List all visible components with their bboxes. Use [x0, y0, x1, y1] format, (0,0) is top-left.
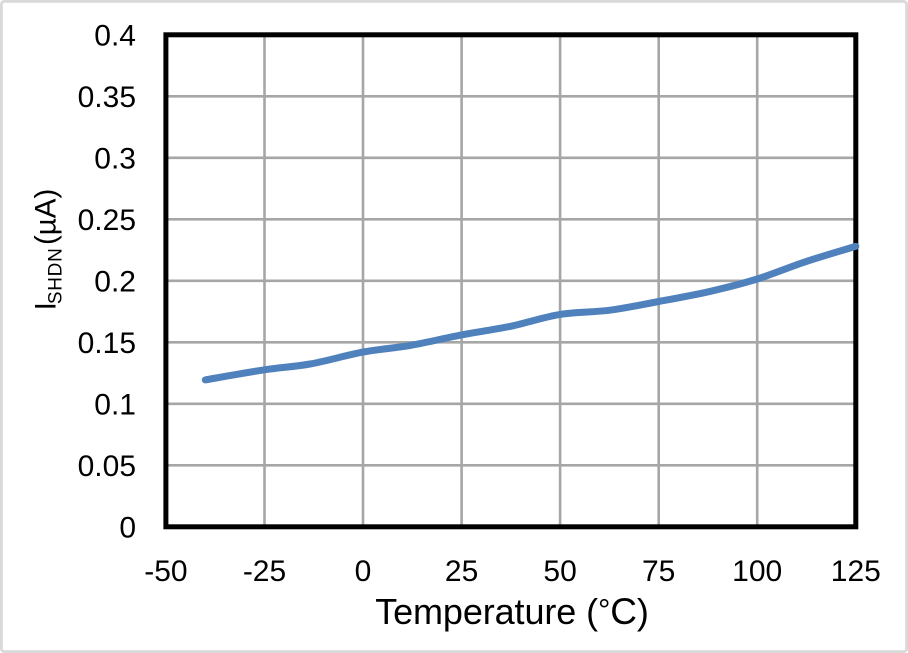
svg-text:0.35: 0.35 [78, 81, 136, 114]
svg-text:0.15: 0.15 [78, 327, 136, 360]
svg-text:0.4: 0.4 [94, 19, 136, 52]
svg-text:0.1: 0.1 [94, 388, 136, 421]
svg-text:100: 100 [732, 555, 782, 588]
svg-text:0: 0 [355, 555, 372, 588]
svg-text:Temperature (°C): Temperature (°C) [375, 591, 649, 632]
svg-text:75: 75 [642, 555, 675, 588]
svg-text:0.3: 0.3 [94, 142, 136, 175]
svg-text:-50: -50 [144, 555, 187, 588]
svg-text:0.2: 0.2 [94, 265, 136, 298]
svg-text:0.05: 0.05 [78, 450, 136, 483]
svg-text:-25: -25 [243, 555, 286, 588]
svg-text:50: 50 [543, 555, 576, 588]
svg-text:0: 0 [119, 511, 136, 544]
svg-text:0.25: 0.25 [78, 204, 136, 237]
svg-text:ISHDN (µA): ISHDN (µA) [30, 189, 67, 311]
svg-text:125: 125 [831, 555, 881, 588]
svg-text:25: 25 [445, 555, 478, 588]
